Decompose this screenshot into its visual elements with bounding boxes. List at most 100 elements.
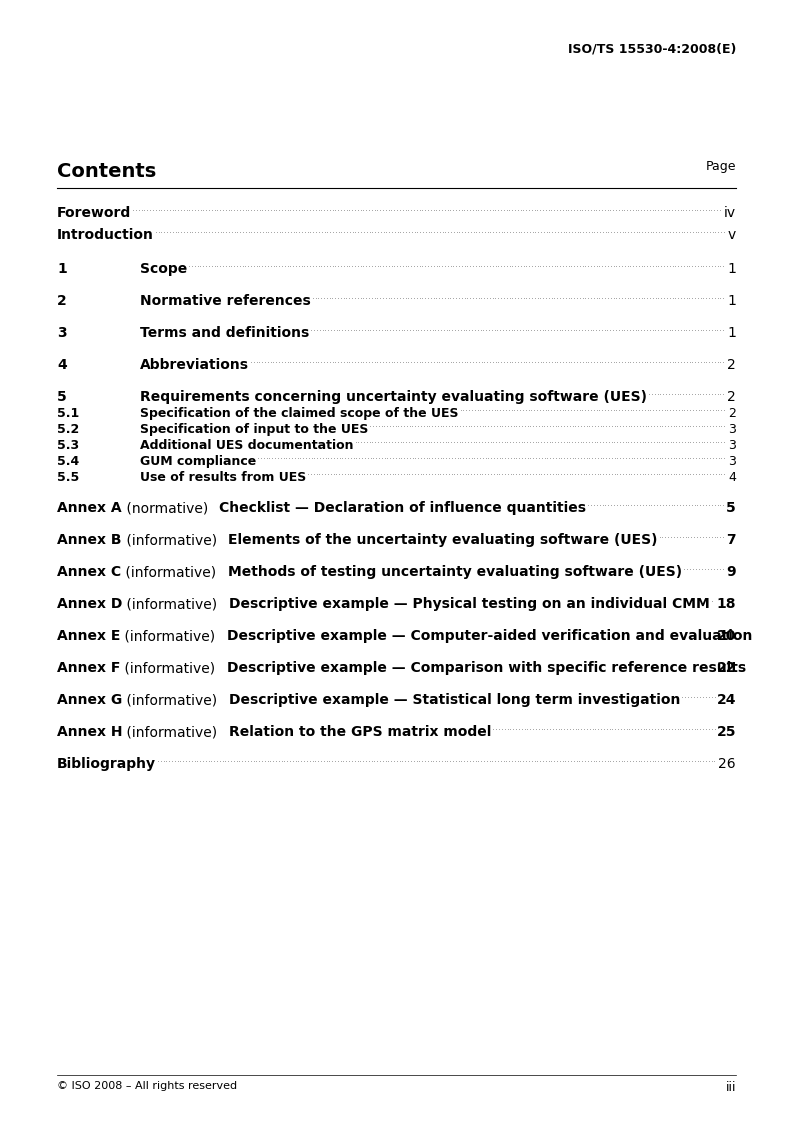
Point bbox=[191, 201, 204, 219]
Point bbox=[236, 257, 249, 275]
Point bbox=[588, 466, 601, 484]
Point bbox=[385, 352, 398, 370]
Point bbox=[565, 288, 577, 306]
Point bbox=[619, 223, 632, 241]
Point bbox=[422, 257, 435, 275]
Point bbox=[358, 433, 370, 451]
Point bbox=[515, 466, 528, 484]
Point bbox=[680, 201, 692, 219]
Point bbox=[503, 201, 515, 219]
Point bbox=[596, 257, 609, 275]
Point bbox=[554, 433, 567, 451]
Point bbox=[507, 223, 519, 241]
Point bbox=[411, 433, 423, 451]
Point bbox=[430, 288, 442, 306]
Point bbox=[694, 201, 707, 219]
Text: 1: 1 bbox=[727, 327, 736, 340]
Point bbox=[247, 257, 260, 275]
Point bbox=[662, 496, 675, 514]
Point bbox=[194, 223, 207, 241]
Point bbox=[695, 466, 708, 484]
Point bbox=[639, 450, 652, 468]
Point bbox=[370, 417, 382, 435]
Point bbox=[515, 257, 527, 275]
Point bbox=[458, 201, 471, 219]
Point bbox=[194, 201, 207, 219]
Point bbox=[381, 450, 393, 468]
Point bbox=[703, 223, 716, 241]
Point bbox=[442, 450, 455, 468]
Text: Annex C: Annex C bbox=[57, 565, 121, 579]
Point bbox=[267, 352, 280, 370]
Point bbox=[319, 321, 331, 339]
Point bbox=[565, 223, 578, 241]
Point bbox=[337, 201, 350, 219]
Point bbox=[705, 591, 718, 609]
Point bbox=[611, 466, 623, 484]
Point bbox=[151, 752, 164, 770]
Point bbox=[243, 223, 255, 241]
Point bbox=[490, 417, 503, 435]
Point bbox=[594, 450, 607, 468]
Point bbox=[557, 201, 569, 219]
Point bbox=[508, 450, 520, 468]
Point bbox=[652, 720, 665, 738]
Point bbox=[592, 720, 604, 738]
Point bbox=[499, 466, 511, 484]
Point bbox=[626, 201, 639, 219]
Point bbox=[629, 720, 642, 738]
Point bbox=[677, 201, 690, 219]
Point bbox=[414, 223, 427, 241]
Point bbox=[546, 433, 559, 451]
Point bbox=[670, 450, 683, 468]
Point bbox=[623, 417, 635, 435]
Point bbox=[682, 527, 695, 545]
Text: Checklist — Declaration of influence quantities: Checklist — Declaration of influence qua… bbox=[219, 502, 586, 515]
Point bbox=[374, 257, 387, 275]
Point bbox=[282, 223, 294, 241]
Point bbox=[661, 752, 673, 770]
Point bbox=[712, 450, 725, 468]
Point bbox=[534, 288, 546, 306]
Point bbox=[389, 466, 402, 484]
Point bbox=[707, 560, 720, 578]
Point bbox=[625, 450, 638, 468]
Point bbox=[663, 752, 676, 770]
Point bbox=[346, 752, 358, 770]
Point bbox=[686, 257, 699, 275]
Point bbox=[588, 433, 601, 451]
Point bbox=[344, 450, 357, 468]
Point bbox=[309, 752, 322, 770]
Point bbox=[429, 321, 442, 339]
Point bbox=[638, 288, 651, 306]
Point bbox=[641, 352, 653, 370]
Point bbox=[304, 352, 316, 370]
Point bbox=[287, 201, 300, 219]
Point bbox=[419, 257, 431, 275]
Point bbox=[459, 466, 472, 484]
Point bbox=[171, 752, 184, 770]
Point bbox=[278, 257, 291, 275]
Point bbox=[444, 352, 457, 370]
Point bbox=[292, 752, 305, 770]
Point bbox=[567, 321, 580, 339]
Point bbox=[150, 223, 163, 241]
Point bbox=[691, 496, 703, 514]
Point bbox=[489, 352, 502, 370]
Point bbox=[432, 321, 445, 339]
Point bbox=[385, 752, 397, 770]
Point bbox=[658, 352, 671, 370]
Point bbox=[374, 223, 387, 241]
Point bbox=[711, 288, 724, 306]
Point bbox=[566, 433, 579, 451]
Point bbox=[403, 223, 416, 241]
Point bbox=[492, 288, 504, 306]
Point bbox=[253, 201, 266, 219]
Point bbox=[546, 720, 559, 738]
Point bbox=[354, 201, 367, 219]
Point bbox=[493, 417, 506, 435]
Point bbox=[458, 288, 471, 306]
Point bbox=[412, 450, 424, 468]
Point bbox=[457, 417, 469, 435]
Point bbox=[649, 288, 662, 306]
